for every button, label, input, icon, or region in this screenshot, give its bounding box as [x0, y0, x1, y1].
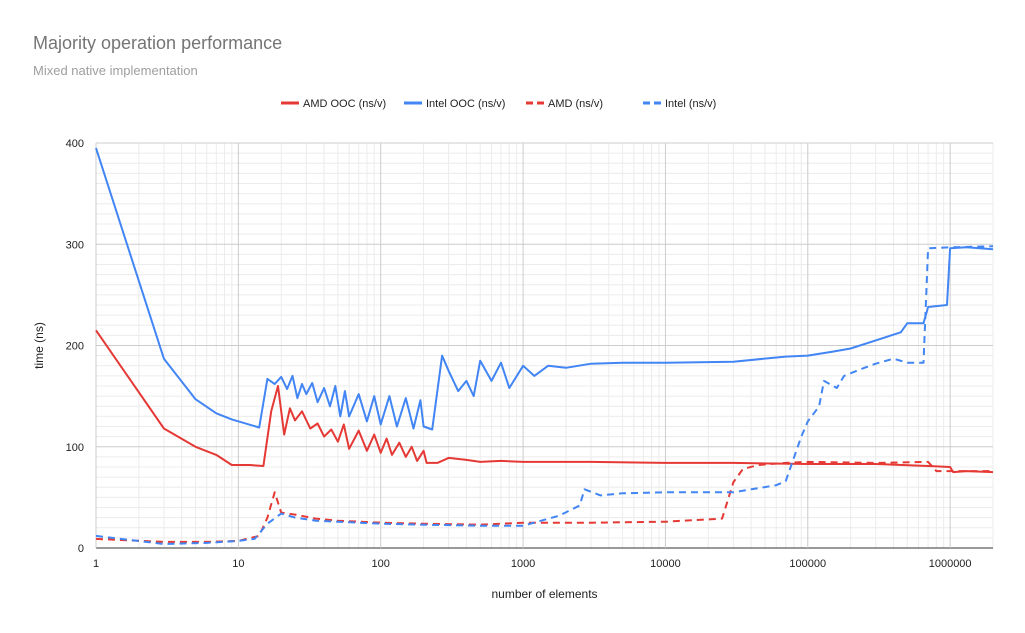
x-tick-label: 100: [372, 558, 390, 570]
x-tick-label: 100000: [789, 558, 826, 570]
x-tick-label: 1000000: [929, 558, 972, 570]
legend-item-2[interactable]: AMD (ns/v): [526, 98, 603, 110]
y-tick-label: 300: [66, 239, 84, 251]
x-axis-title: number of elements: [491, 587, 597, 601]
axes: 0 100 200 300 400 1 10 100 1000 10000 100000 100000…: [66, 138, 972, 570]
y-axis-title: time (ns): [32, 322, 46, 369]
chart-subtitle: Mixed native implementation: [33, 63, 198, 78]
y-tick-label: 100: [66, 442, 84, 454]
x-tick-label: 10000: [650, 558, 681, 570]
series-line-3: [95, 245, 994, 545]
y-tick-label: 0: [78, 543, 84, 555]
legend[interactable]: AMD OOC (ns/v) Intel OOC (ns/v) AMD (ns/v)…: [281, 98, 716, 110]
chart-title: Majority operation performance: [33, 33, 283, 53]
x-tick-label: 10: [232, 558, 244, 570]
legend-item-0[interactable]: AMD OOC (ns/v): [281, 98, 386, 110]
series-line-2: [95, 460, 993, 543]
legend-label: Intel (ns/v): [665, 98, 716, 110]
x-tick-label: 1: [93, 558, 99, 570]
y-tick-label: 200: [66, 341, 84, 353]
legend-item-3[interactable]: Intel (ns/v): [643, 98, 716, 110]
legend-label: Intel OOC (ns/v): [426, 98, 505, 110]
x-tick-label: 1000: [511, 558, 535, 570]
legend-item-1[interactable]: Intel OOC (ns/v): [404, 98, 505, 110]
series-line-1: [95, 147, 994, 431]
legend-label: AMD (ns/v): [548, 98, 603, 110]
y-tick-label: 400: [66, 138, 84, 150]
legend-label: AMD OOC (ns/v): [303, 98, 386, 110]
series-lines: [95, 147, 994, 545]
grid-lines: [95, 142, 994, 549]
series-line-0: [95, 329, 994, 474]
